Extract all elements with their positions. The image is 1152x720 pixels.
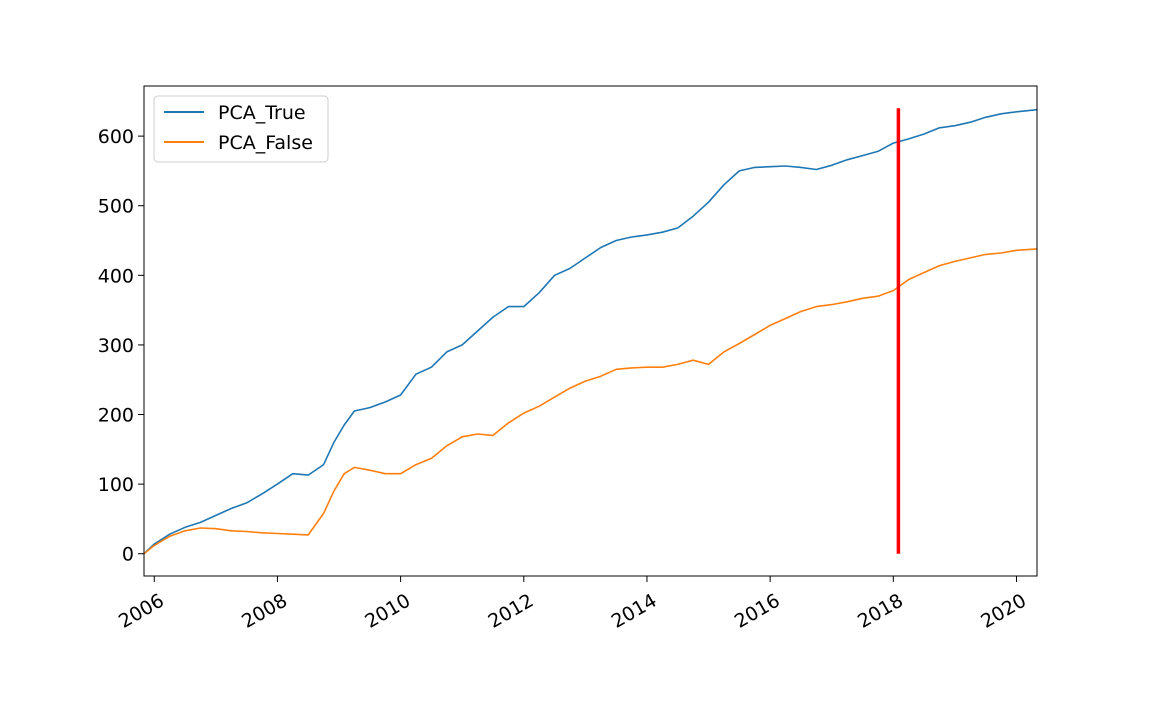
y-axis: 0 100 200 300 400 500 600 (98, 126, 144, 566)
y-tick-label: 600 (98, 126, 134, 148)
y-tick-label: 100 (98, 474, 134, 496)
y-tick-label: 0 (122, 544, 134, 566)
series-layer (143, 108, 1038, 555)
y-tick-label: 200 (98, 405, 134, 427)
series-line-pca-true (143, 108, 1038, 555)
plot-area-frame (143, 85, 1038, 577)
legend-label-pca-false: PCA_False (218, 132, 313, 154)
legend-label-pca-true: PCA_True (218, 102, 306, 124)
y-tick-label: 400 (98, 265, 134, 287)
y-tick-label: 500 (98, 196, 134, 218)
legend: PCA_True PCA_False (153, 95, 329, 163)
y-tick-label: 300 (98, 335, 134, 357)
series-line-pca-false (143, 248, 1038, 555)
